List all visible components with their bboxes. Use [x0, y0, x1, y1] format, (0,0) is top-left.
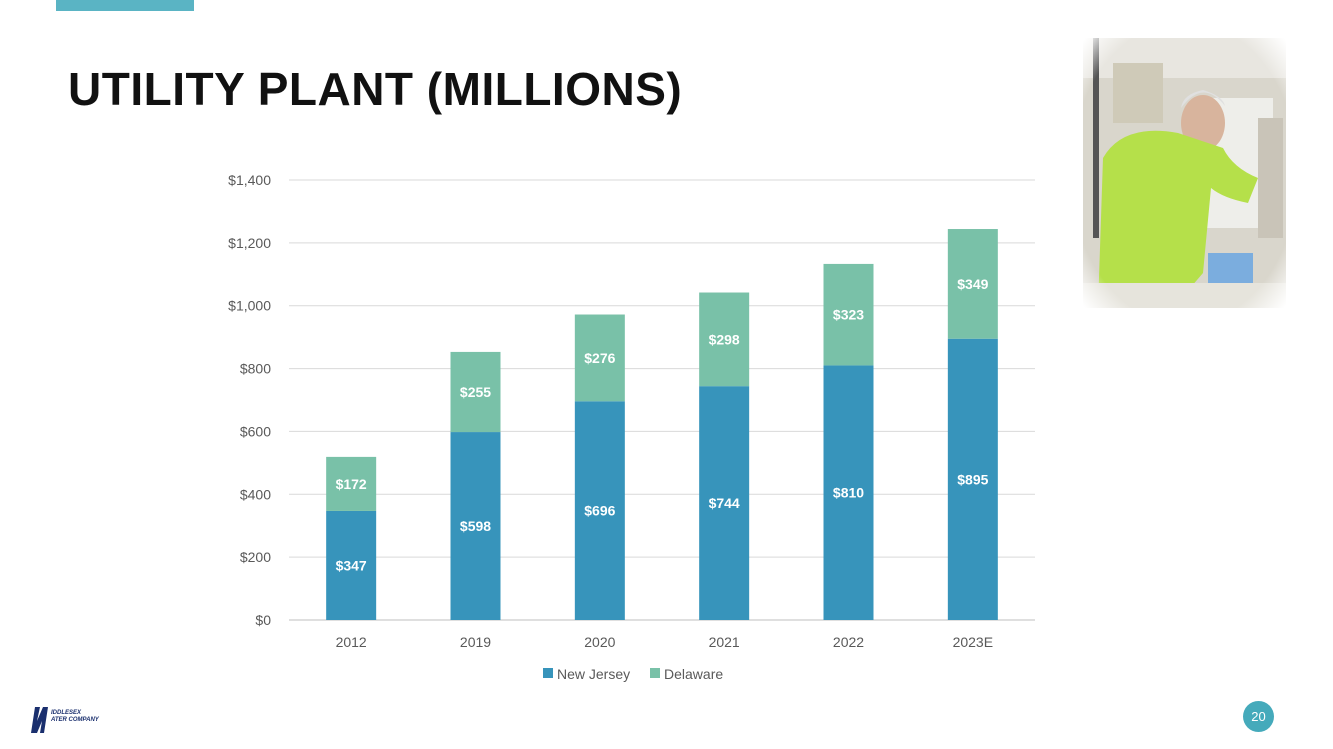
bar-new-jersey — [947, 338, 998, 620]
x-tick-label: 2012 — [336, 634, 367, 650]
data-label: $172 — [336, 476, 367, 492]
bar-new-jersey — [450, 432, 501, 620]
y-tick-label: $400 — [240, 486, 271, 502]
logo-text-line2: ATER COMPANY — [51, 717, 99, 723]
data-label: $349 — [957, 276, 988, 292]
page-number-badge: 20 — [1243, 701, 1274, 732]
data-label: $696 — [584, 503, 615, 519]
logo-text-line1: IDDLESEX — [51, 710, 82, 716]
y-tick-label: $1,200 — [228, 235, 271, 251]
data-label: $347 — [336, 557, 367, 573]
data-label: $298 — [709, 331, 740, 347]
bar-new-jersey — [574, 401, 625, 620]
y-tick-label: $0 — [255, 612, 271, 628]
x-tick-label: 2022 — [833, 634, 864, 650]
y-tick-label: $600 — [240, 423, 271, 439]
logo-text: IDDLESEX ATER COMPANY — [51, 710, 99, 724]
bar-delaware — [823, 263, 874, 366]
y-tick-label: $1,000 — [228, 298, 271, 314]
lab-technician-photo — [1083, 38, 1286, 308]
x-tick-label: 2021 — [709, 634, 740, 650]
company-logo — [28, 703, 118, 737]
x-tick-label: 2023E — [953, 634, 993, 650]
data-label: $744 — [709, 495, 740, 511]
y-tick-label: $200 — [240, 549, 271, 565]
data-label: $255 — [460, 384, 491, 400]
legend-swatch-new-jersey — [543, 668, 553, 678]
bar-delaware — [450, 351, 501, 433]
bar-new-jersey — [699, 386, 750, 620]
bar-delaware — [574, 314, 625, 402]
data-label: $323 — [833, 307, 864, 323]
slide-title: UTILITY PLANT (MILLIONS) — [68, 63, 683, 115]
bar-new-jersey — [326, 510, 377, 620]
y-tick-label: $1,400 — [228, 172, 271, 188]
legend-label: New Jersey — [557, 666, 630, 682]
y-tick-label: $800 — [240, 361, 271, 377]
x-tick-label: 2019 — [460, 634, 491, 650]
data-label: $276 — [584, 350, 615, 366]
data-label: $810 — [833, 485, 864, 501]
bar-delaware — [947, 229, 998, 339]
legend-swatch-delaware — [650, 668, 660, 678]
x-tick-label: 2020 — [584, 634, 615, 650]
data-label: $895 — [957, 471, 988, 487]
accent-bar — [56, 0, 194, 11]
bar-delaware — [326, 456, 377, 511]
legend-label: Delaware — [664, 666, 723, 682]
bar-new-jersey — [823, 365, 874, 620]
data-label: $598 — [460, 518, 491, 534]
bar-delaware — [699, 292, 750, 387]
